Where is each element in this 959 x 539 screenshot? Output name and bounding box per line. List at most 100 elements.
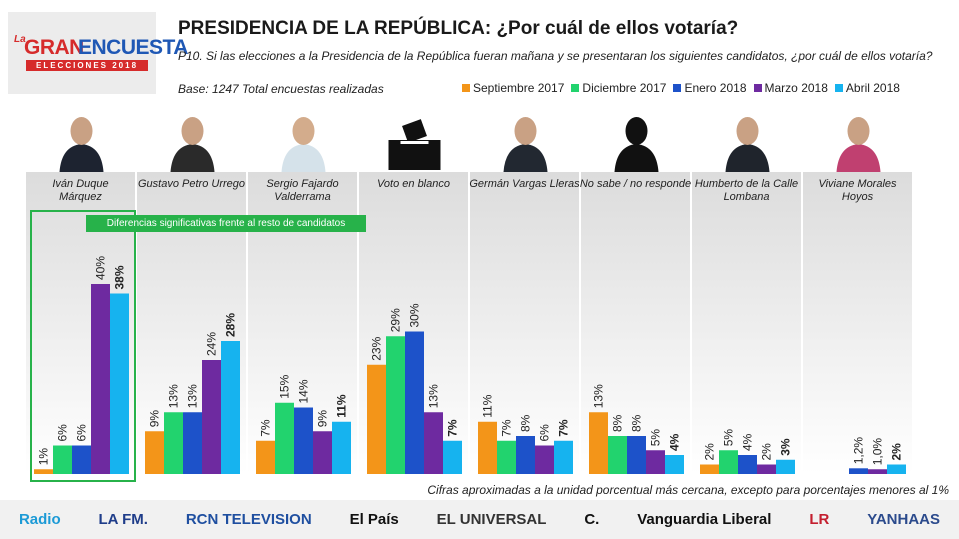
bar [443,440,462,474]
sponsor-logo: YANHAAS [867,511,940,528]
bar [776,459,795,474]
category-label: Lombana [724,191,770,203]
legend-swatch [834,84,843,92]
bar-value-label: 29% [389,308,403,332]
ballot-slot-icon [400,141,429,144]
category-panel [692,172,801,474]
bar-value-label: 28% [224,313,238,337]
bar-value-label: 9% [316,410,330,428]
bar [535,445,554,474]
bar-value-label: 13% [186,384,200,408]
bar [145,431,164,474]
bar-value-label: 13% [592,384,606,408]
bar [665,455,684,474]
candidate-photo-head [181,117,204,145]
bar-value-label: 38% [113,265,127,289]
legend-label: Abril 2018 [845,81,900,95]
legend-item: Enero 2018 [673,81,747,95]
significance-label: Diferencias significativas frente al res… [86,215,366,232]
bar [868,469,887,474]
bar-value-label: 15% [278,374,292,398]
bar-value-label: 13% [167,384,181,408]
sample-base: Base: 1247 Total encuestas realizadas [178,82,384,96]
bar-value-label: 8% [630,414,644,432]
footnote: Cifras aproximadas a la unidad porcentua… [427,483,949,497]
legend-item: Diciembre 2017 [571,81,666,95]
bar [386,336,405,474]
legend-item: Abril 2018 [834,81,900,95]
bar [849,468,868,474]
sponsor-logo: Radio [18,511,61,528]
bar-value-label: 11% [335,394,349,418]
sponsor-logo: Vanguardia Liberal [637,511,772,528]
bar [757,464,776,474]
category-label: Voto en blanco [377,178,450,190]
bar [34,469,53,474]
category-label: Sergio Fajardo [266,178,338,190]
page-title: PRESIDENCIA DE LA REPÚBLICA: ¿Por cuál d… [178,18,739,39]
candidate-photo-body [503,144,548,172]
category-label: Valderrama [274,191,330,203]
bar [221,341,240,474]
candidate-photo-head [514,117,537,145]
bar-value-label: 8% [519,414,533,432]
logo-subtitle: ELECCIONES 2018 [26,60,148,71]
bar-value-label: 3% [779,438,793,456]
legend-swatch [462,84,470,92]
bar [367,364,386,474]
candidate-photo-body [281,144,326,172]
significance-highlight [30,210,136,482]
bar-value-label: 1% [37,448,51,466]
bar-value-label: 7% [446,419,460,437]
sponsor-bar: Radio LA FM. RCN TELEVISION El País EL UNIVE… [0,500,959,539]
bar [405,331,424,474]
candidate-photo-head [847,117,870,145]
bar [478,421,497,474]
legend-swatch [753,84,762,92]
bar-value-label: 1,0% [871,438,885,466]
legend-item: Septiembre 2017 [462,81,564,95]
legend-item: Marzo 2018 [753,81,828,95]
category-label: Iván Duque [52,178,108,190]
bar-value-label: 6% [75,424,89,442]
bar-value-label: 5% [722,429,736,447]
category-panel [803,172,912,474]
bar-value-label: 4% [741,433,755,451]
category-label: Hoyos [842,191,874,203]
candidate-photo-head [736,117,759,145]
bar-value-label: 7% [557,419,571,437]
bar-value-label: 13% [427,384,441,408]
legend-label: Enero 2018 [684,81,747,95]
category-label: No sabe / no responde [580,178,691,190]
bar [719,450,738,474]
bar-value-label: 11% [481,394,495,417]
candidate-photo-body [725,144,770,172]
bar [275,402,294,474]
bar [110,293,129,474]
sponsor-logo: LA FM. [98,511,148,528]
logo-word-encuesta: ENCUESTA [78,36,188,59]
bar-value-label: 23% [370,336,384,360]
bar [738,455,757,474]
bar-value-label: 14% [297,379,311,403]
bar [313,431,332,474]
legend-label: Septiembre 2017 [473,81,565,95]
candidate-photo-head [292,117,315,145]
sponsor-logo: C. [584,511,600,528]
bar [91,284,110,474]
candidate-photo-head [70,117,93,145]
bar-value-label: 7% [500,419,514,437]
logo-pre: La [14,34,26,45]
bar-value-label: 2% [703,443,717,461]
bar [53,445,72,474]
category-label: Germán Vargas Lleras [469,178,580,190]
candidate-photo-head [625,117,648,145]
bar-value-label: 8% [611,414,625,432]
bar-value-label: 6% [538,424,552,442]
bar [627,436,646,474]
bar [608,436,627,474]
legend-label: Diciembre 2017 [582,81,667,95]
bar-value-label: 9% [148,410,162,428]
candidate-photo-body [170,144,215,172]
bar-value-label: 6% [56,424,70,442]
